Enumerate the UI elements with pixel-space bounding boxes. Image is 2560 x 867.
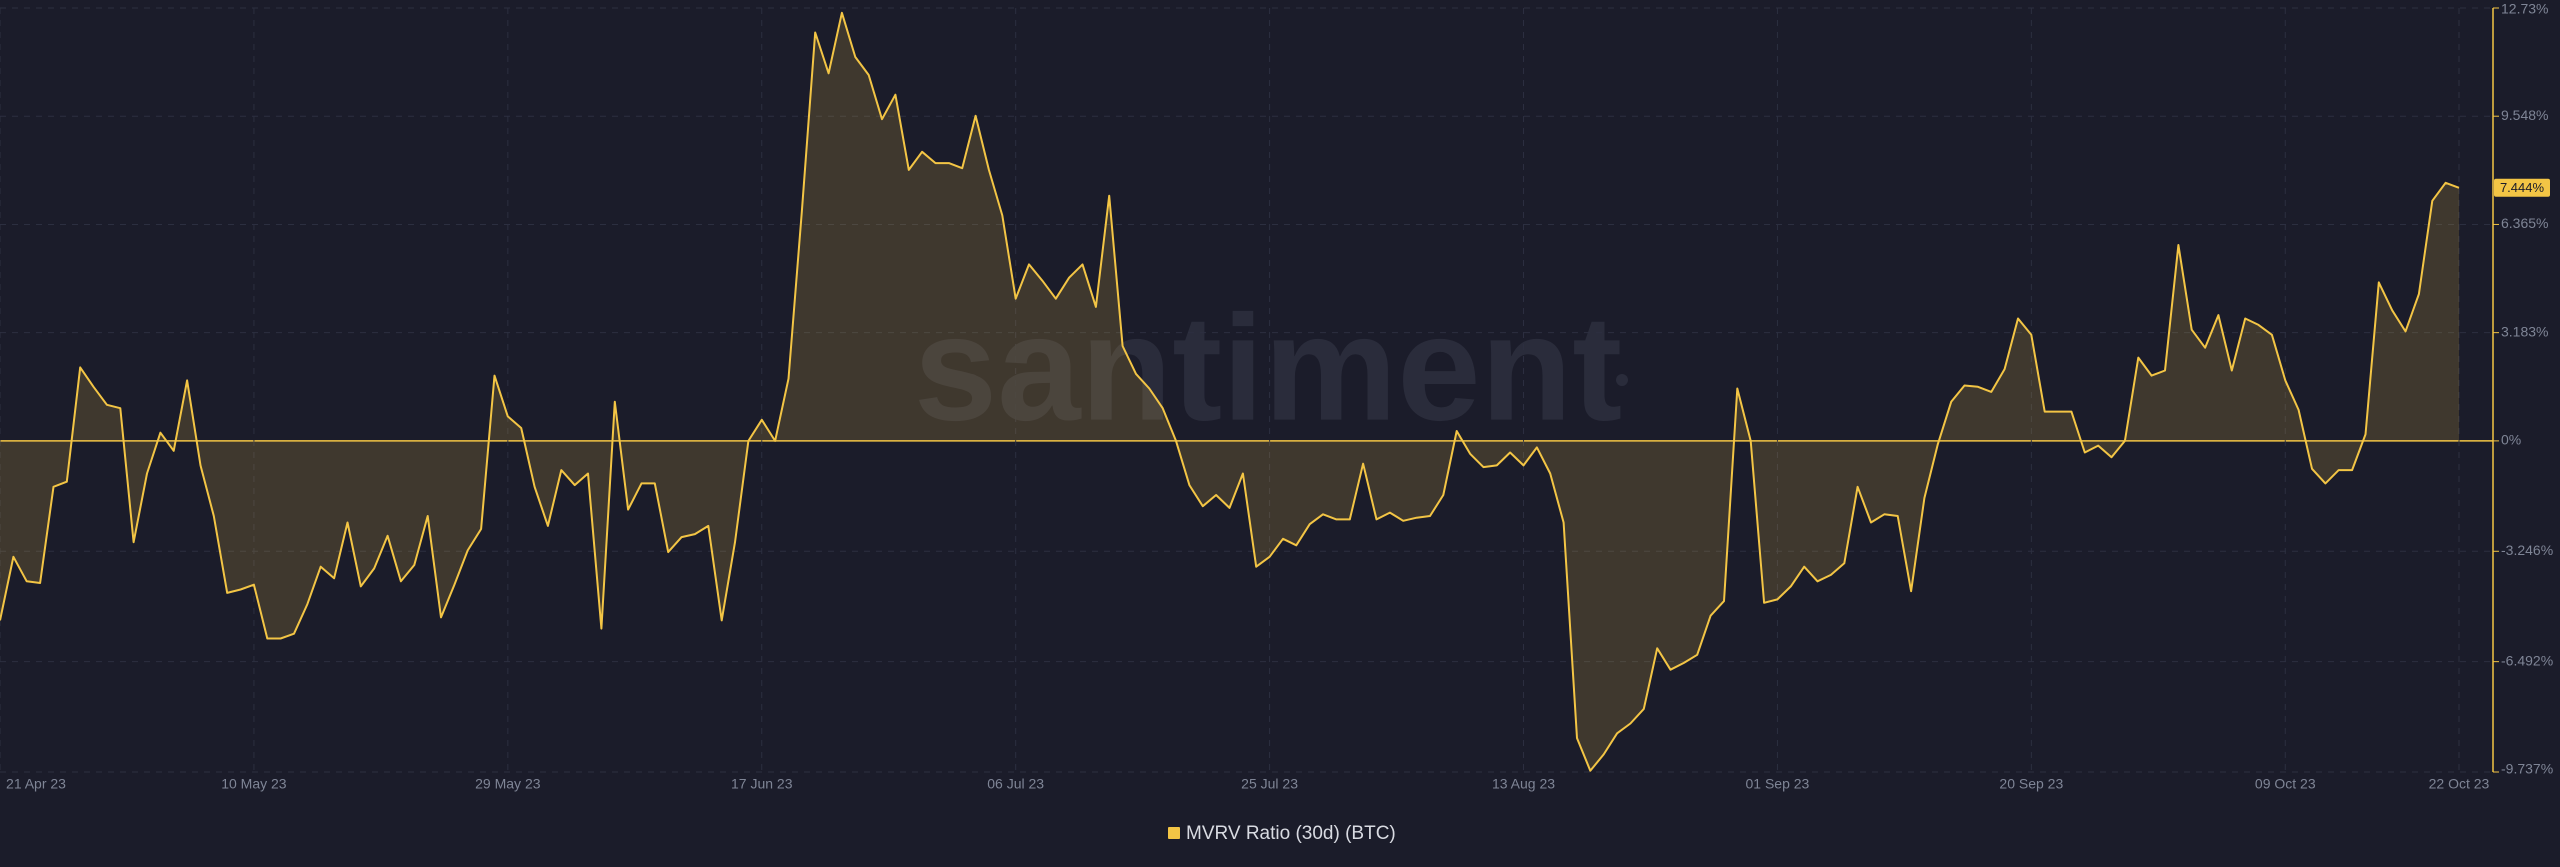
area-fill <box>0 12 2459 771</box>
x-tick-label: 21 Apr 23 <box>6 776 66 792</box>
watermark-dot <box>966 374 978 386</box>
x-tick-label: 17 Jun 23 <box>731 776 793 792</box>
x-tick-label: 22 Oct 23 <box>2429 776 2490 792</box>
y-tick-label: -3.246% <box>2501 542 2553 558</box>
x-tick-label: 09 Oct 23 <box>2255 776 2316 792</box>
x-tick-label: 25 Jul 23 <box>1241 776 1298 792</box>
watermark-dot <box>1616 374 1628 386</box>
current-value-label: 7.444% <box>2500 180 2545 195</box>
y-tick-label: 0% <box>2501 432 2521 448</box>
legend-label: MVRV Ratio (30d) (BTC) <box>1186 823 1396 844</box>
y-tick-label: 12.73% <box>2501 1 2548 17</box>
y-tick-label: 9.548% <box>2501 107 2548 123</box>
current-value-badge <box>2494 178 2550 197</box>
y-tick-label: 3.183% <box>2501 323 2548 339</box>
y-tick-label: -9.737% <box>2501 761 2553 777</box>
y-tick-label: 6.365% <box>2501 215 2548 231</box>
x-tick-label: 29 May 23 <box>475 776 541 792</box>
x-tick-label: 10 May 23 <box>221 776 287 792</box>
x-tick-label: 13 Aug 23 <box>1492 776 1555 792</box>
x-tick-label: 01 Sep 23 <box>1746 776 1810 792</box>
y-tick-label: -6.492% <box>2501 652 2553 668</box>
x-tick-label: 20 Sep 23 <box>1999 776 2063 792</box>
legend: MVRV Ratio (30d) (BTC) <box>1168 823 1396 844</box>
series-line <box>0 11 2460 772</box>
watermark: santiment <box>914 284 1622 452</box>
legend-swatch <box>1168 827 1180 839</box>
x-tick-label: 06 Jul 23 <box>987 776 1044 792</box>
